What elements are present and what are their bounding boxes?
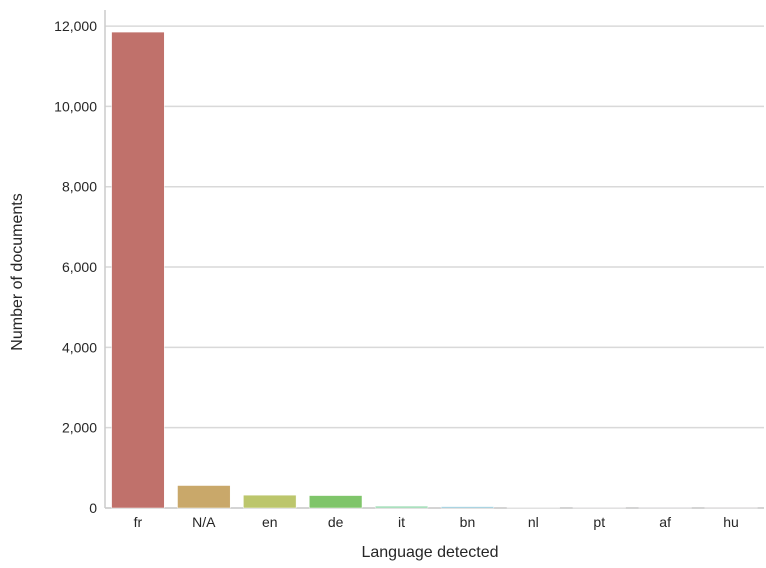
bar-de (309, 496, 362, 508)
x-tick-label: N/A (192, 514, 216, 530)
y-tick-labels: 0 2,000 4,000 6,000 8,000 10,000 12,000 (54, 18, 97, 516)
y-tick-label: 6,000 (62, 259, 97, 275)
x-tick-label: de (328, 514, 344, 530)
gridlines (105, 26, 764, 508)
x-tick-label: en (262, 514, 278, 530)
bar-bn (441, 507, 494, 508)
axes (105, 10, 764, 508)
x-tick-label: nl (528, 514, 539, 530)
y-tick-label: 0 (89, 500, 97, 516)
bar-it (375, 506, 428, 508)
x-tick-label: af (659, 514, 671, 530)
y-tick-label: 12,000 (54, 18, 97, 34)
x-tick-label: pt (593, 514, 605, 530)
y-tick-label: 4,000 (62, 339, 97, 355)
x-axis-title: Language detected (361, 544, 498, 561)
y-axis-title: Number of documents (9, 193, 26, 350)
x-tick-label: bn (460, 514, 476, 530)
x-tick-label: hu (723, 514, 739, 530)
bar-en (243, 495, 296, 508)
x-tick-label: fr (134, 514, 143, 530)
x-tick-labels: fr N/A en de it bn nl pt af hu (134, 514, 739, 530)
bar-fr (112, 32, 165, 508)
bars (112, 32, 758, 508)
x-tick-label: it (398, 514, 405, 530)
y-tick-label: 8,000 (62, 179, 97, 195)
y-tick-label: 10,000 (54, 98, 97, 114)
bar-n-a (177, 486, 230, 508)
y-tick-label: 2,000 (62, 420, 97, 436)
